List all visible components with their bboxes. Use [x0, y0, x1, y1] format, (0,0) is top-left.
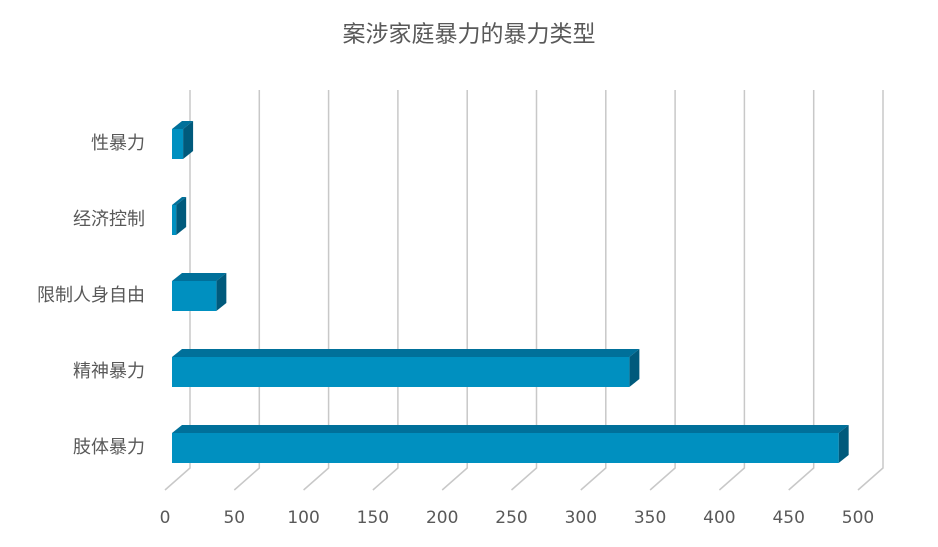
x-tick-label: 200	[426, 508, 458, 528]
bar-top	[172, 273, 227, 281]
x-tick-label: 100	[287, 508, 319, 528]
bar-front	[172, 129, 184, 159]
y-tick-label: 肢体暴力	[73, 437, 145, 458]
grid-line	[511, 90, 538, 491]
x-tick-label: 500	[842, 508, 874, 528]
x-tick-label: 350	[634, 508, 666, 528]
bar	[172, 197, 187, 235]
grid-line	[233, 90, 261, 491]
x-tick-label: 0	[160, 508, 171, 528]
grid-line	[718, 90, 746, 491]
chart-title: 案涉家庭暴力的暴力类型	[343, 22, 596, 48]
bar	[172, 425, 849, 463]
bar-front	[172, 433, 839, 463]
grid-line	[580, 90, 607, 491]
y-tick-label: 精神暴力	[73, 361, 145, 382]
x-tick-label: 50	[223, 508, 245, 528]
x-tick-label: 250	[495, 508, 527, 528]
grid-line	[857, 90, 884, 491]
bar-side	[838, 425, 849, 463]
grid-line	[788, 90, 815, 491]
x-tick-label: 300	[565, 508, 597, 528]
bar-front	[172, 205, 177, 235]
bar-top	[172, 197, 187, 205]
x-tick-label: 400	[703, 508, 735, 528]
bar-front	[172, 357, 630, 387]
bar-front	[172, 281, 217, 311]
grid-line	[441, 90, 468, 491]
grid-line	[303, 90, 330, 491]
bar	[172, 273, 227, 311]
grid-line	[164, 90, 191, 491]
bar-top	[172, 121, 194, 129]
grid-line	[649, 90, 676, 491]
x-tick-label: 450	[772, 508, 804, 528]
x-tick-label: 150	[357, 508, 389, 528]
bar-top	[172, 349, 640, 357]
bar-side	[183, 121, 194, 159]
bar	[172, 349, 640, 387]
bar	[172, 121, 194, 159]
grid-line	[372, 90, 399, 491]
y-tick-label: 经济控制	[73, 209, 145, 230]
y-tick-label: 性暴力	[91, 133, 145, 154]
bar-side	[176, 197, 187, 235]
bar-side	[216, 273, 227, 311]
bar-top	[172, 425, 849, 433]
y-tick-label: 限制人身自由	[37, 285, 145, 306]
bar-side	[629, 349, 640, 387]
